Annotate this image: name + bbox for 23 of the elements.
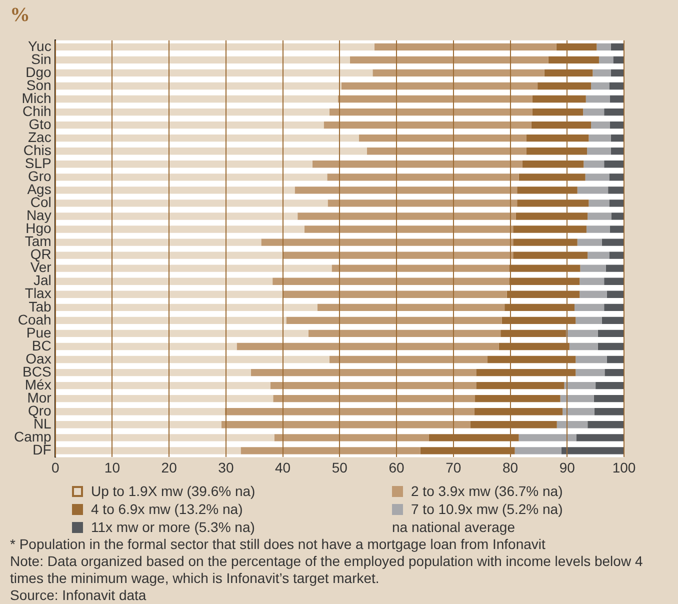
x-tick-label: 30 (218, 459, 234, 476)
y-tick-label: Nay (26, 207, 52, 224)
source-note: Source: Infonavit data (10, 587, 148, 604)
legend-label: 11x mw or more (5.3% na) (91, 518, 255, 536)
x-tick-label: 80 (502, 459, 518, 476)
legend-label: Up to 1.9X mw (39.6% na) (91, 482, 256, 500)
text: na national average (391, 518, 516, 536)
x-tick-label: 100 (612, 459, 636, 476)
text: Note: Data organized based on the percentage of the employed population with income levels below 4 times the minimum wage, which is Infonavit’s target market. (10, 553, 644, 587)
x-tick-label: 40 (275, 459, 291, 476)
x-tick-label: 20 (161, 459, 178, 476)
x-tick-label: 0 (51, 459, 60, 476)
legend-label: 2 to 3.9x mw (36.7% na) (411, 482, 563, 500)
x-tick-label: 90 (559, 459, 576, 476)
legend-label: 4 to 6.9x mw (13.2% na) (91, 500, 243, 518)
legend-label: 7 to 10.9x mw (5.2% na) (411, 500, 563, 518)
text: * Population in the formal sector that still does not have a mortgage loan from Infonavit (10, 536, 546, 553)
x-tick-label: 60 (388, 459, 405, 476)
x-tick-label: 50 (332, 459, 348, 476)
x-tick-label: 70 (446, 459, 462, 476)
y-tick-label: QR (30, 246, 52, 262)
x-axis-title: % (10, 4, 30, 27)
x-tick-label: 10 (104, 459, 120, 476)
